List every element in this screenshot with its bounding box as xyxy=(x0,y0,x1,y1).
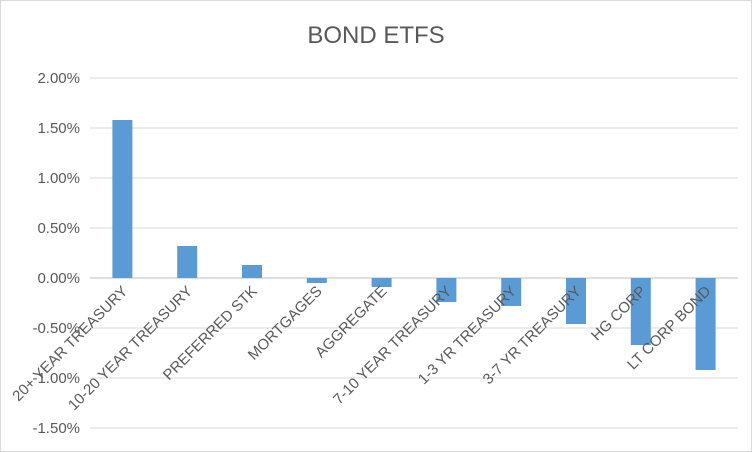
bar xyxy=(242,265,262,278)
chart-title: BOND ETFS xyxy=(307,22,445,49)
y-tick-label: 0.50% xyxy=(37,220,80,237)
bar xyxy=(177,246,198,278)
bar xyxy=(112,120,133,278)
bar xyxy=(630,278,651,345)
bar xyxy=(695,278,716,370)
y-tick-label: -1.50% xyxy=(32,420,80,437)
x-tick-label: 10-20 YEAR TREASURY xyxy=(65,283,196,414)
bar xyxy=(566,278,586,324)
bars xyxy=(112,120,716,370)
gridlines xyxy=(90,77,738,429)
bar xyxy=(501,278,522,306)
y-tick-label: -1.00% xyxy=(32,370,80,387)
y-tick-label: 2.00% xyxy=(37,70,80,87)
bar xyxy=(371,278,392,287)
y-tick-label: 0.00% xyxy=(37,270,80,287)
y-axis-ticks: 2.00% 1.50% 1.00% 0.50% 0.00% -0.50% -1.00% -1.… xyxy=(32,70,80,437)
bar xyxy=(306,278,327,283)
y-tick-label: -0.50% xyxy=(32,320,80,337)
y-tick-label: 1.00% xyxy=(37,170,80,187)
bar xyxy=(436,278,457,302)
y-tick-label: 1.50% xyxy=(37,120,80,137)
x-tick-label: 7-10 YEAR TREASURY xyxy=(330,283,455,408)
